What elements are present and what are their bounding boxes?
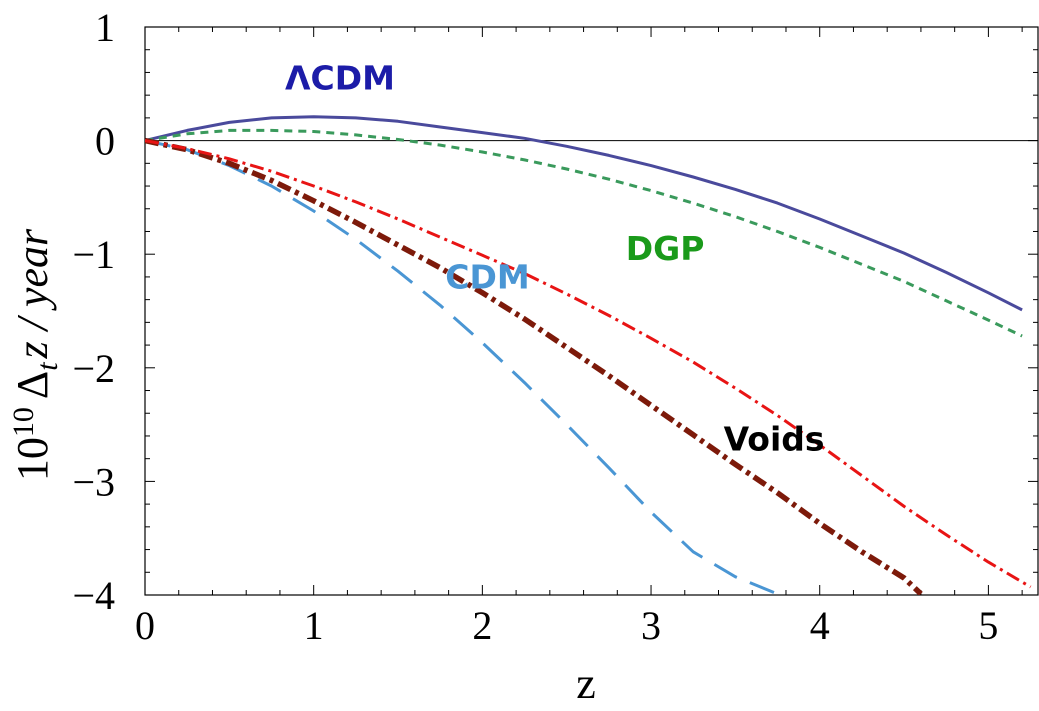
axes-layer: 0 1 2 3 4 5 1 0 −1 −2 −3 −4 (72, 5, 1039, 648)
x-tick-label: 1 (304, 603, 324, 648)
series-line-cdm (145, 115, 1023, 312)
svg-text:1010Δtz / year: 1010 Δt z / year (7, 228, 64, 481)
y-tick-label: 0 (95, 119, 115, 164)
x-tick-label: 5 (978, 603, 998, 648)
series-line-voids (145, 137, 923, 595)
series-label-cdm: CDM (445, 257, 529, 296)
x-axis-label: z (576, 659, 596, 708)
y-axis-label-rest: z / year (8, 228, 57, 359)
y-tick-label: −1 (72, 232, 115, 277)
annotation-layer: ΛCDM DGP CDM Voids (285, 58, 825, 458)
series-label-voids: Voids (724, 420, 825, 459)
y-axis-label-subscript: t (31, 362, 64, 371)
x-tick-label: 2 (472, 603, 492, 648)
y-tick-label: 1 (95, 5, 115, 50)
x-tick-label: 3 (641, 603, 661, 648)
series-line-cdm (145, 139, 779, 595)
y-axis-label-exponent: 10 (7, 407, 40, 437)
series-line-4 (145, 139, 1032, 589)
x-tick-label: 4 (810, 603, 830, 648)
series-layer (145, 115, 1032, 595)
y-axis-label: 1010 Δt z / year (7, 228, 64, 481)
y-tick-label: −2 (72, 346, 115, 391)
series-line-dgp (145, 128, 1023, 338)
series-label-dgp: DGP (626, 229, 705, 268)
series-label-lcdm: ΛCDM (285, 58, 395, 97)
y-axis-label-base: 10 (8, 437, 57, 481)
y-tick-label: −3 (72, 459, 115, 504)
y-axis-label-delta: Δ (8, 371, 57, 399)
y-tick-label: −4 (72, 573, 115, 618)
x-tick-label: 0 (135, 603, 155, 648)
plot-frame (144, 26, 1039, 596)
